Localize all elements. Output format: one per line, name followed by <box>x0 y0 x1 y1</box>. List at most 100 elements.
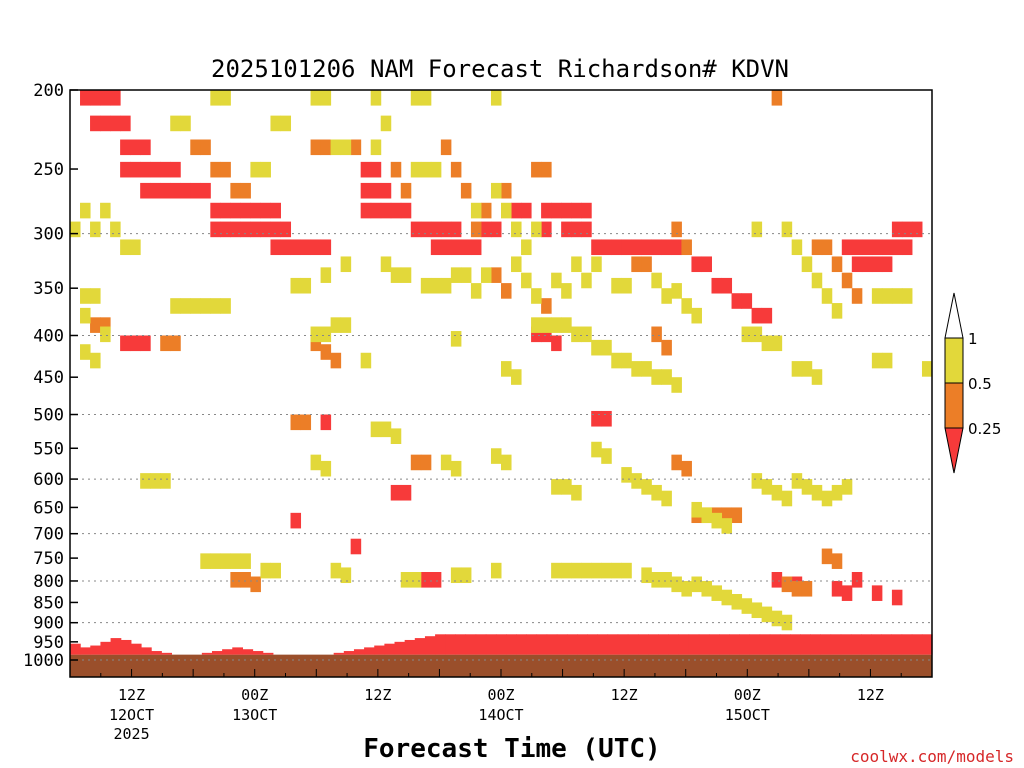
data-cell-series-0 <box>901 221 913 238</box>
data-cell-series-1 <box>190 139 201 156</box>
data-cell-series-2 <box>611 277 622 294</box>
data-cell-series-0 <box>390 484 402 501</box>
low-level-band-cell <box>607 634 619 655</box>
data-cell-series-0 <box>901 239 913 256</box>
data-cell-series-0 <box>911 221 923 238</box>
data-cell-series-0 <box>881 239 893 256</box>
data-cell-series-2 <box>671 283 682 299</box>
data-cell-series-2 <box>811 484 823 501</box>
data-cell-series-2 <box>611 562 622 579</box>
data-cell-series-2 <box>661 572 672 588</box>
data-cell-series-2 <box>210 90 221 106</box>
data-cell-series-2 <box>220 90 231 106</box>
data-cell-series-2 <box>220 553 231 569</box>
data-cell-series-2 <box>581 272 592 289</box>
data-cell-series-1 <box>100 317 111 333</box>
low-level-band-cell <box>506 634 517 655</box>
legend-bin-above-1 <box>944 292 964 339</box>
data-cell-series-2 <box>330 562 342 579</box>
data-cell-series-2 <box>561 317 572 333</box>
credit-link[interactable]: coolwx.com/models <box>850 747 1014 766</box>
data-cell-series-0 <box>380 202 392 219</box>
data-cell-series-2 <box>230 553 241 569</box>
data-cell-series-0 <box>110 115 121 132</box>
y-tick-label: 400 <box>33 326 64 346</box>
data-cell-series-0 <box>591 239 602 256</box>
data-cell-series-2 <box>310 90 322 106</box>
low-level-band-cell <box>353 649 365 655</box>
data-cell-series-2 <box>450 567 462 584</box>
data-cell-series-2 <box>430 277 442 294</box>
data-cell-series-2 <box>831 303 843 319</box>
data-cell-series-0 <box>280 239 292 256</box>
data-cell-series-0 <box>430 572 442 588</box>
data-cell-series-0 <box>771 572 783 588</box>
data-cell-series-0 <box>150 182 161 199</box>
data-cell-series-2 <box>671 576 682 593</box>
data-cell-series-2 <box>651 369 662 385</box>
data-cell-series-0 <box>260 221 271 238</box>
low-level-band-cell <box>658 634 669 655</box>
data-cell-series-2 <box>651 484 662 501</box>
data-cell-series-2 <box>420 90 432 106</box>
data-cell-series-2 <box>571 256 582 273</box>
data-cell-series-2 <box>571 484 582 501</box>
data-cell-series-2 <box>681 580 692 597</box>
data-cell-series-2 <box>831 484 843 501</box>
data-cell-series-0 <box>90 115 101 132</box>
data-cell-series-2 <box>601 339 612 356</box>
data-cell-series-2 <box>561 283 572 299</box>
data-cell-series-2 <box>761 479 773 495</box>
data-cell-series-0 <box>400 202 412 219</box>
low-level-band-cell <box>698 634 710 655</box>
data-cell-series-1 <box>90 317 101 333</box>
data-cell-series-0 <box>160 182 171 199</box>
data-cell-series-2 <box>380 256 392 273</box>
low-level-band-cell <box>151 651 162 655</box>
data-cell-series-2 <box>370 421 382 438</box>
data-cell-series-1 <box>290 414 302 431</box>
data-cell-series-0 <box>360 182 372 199</box>
data-cell-series-1 <box>831 256 843 273</box>
data-cell-series-2 <box>270 115 281 132</box>
data-cell-series-0 <box>290 512 302 529</box>
data-cell-series-2 <box>260 562 271 579</box>
data-cell-series-2 <box>380 115 392 132</box>
data-cell-series-0 <box>651 239 662 256</box>
data-cell-series-2 <box>450 460 462 477</box>
data-cell-series-2 <box>170 298 181 314</box>
data-cell-series-2 <box>300 277 312 294</box>
low-level-band-cell <box>617 634 629 655</box>
data-cell-series-2 <box>771 610 783 627</box>
data-cell-series-0 <box>420 572 432 588</box>
data-cell-series-2 <box>340 567 352 584</box>
data-cell-series-0 <box>90 90 101 106</box>
data-cell-series-1 <box>841 272 853 289</box>
data-cell-series-2 <box>100 326 111 343</box>
data-cell-series-0 <box>120 161 131 178</box>
data-cell-series-1 <box>490 267 502 283</box>
data-cell-series-1 <box>631 256 642 273</box>
low-level-band-cell <box>901 634 913 655</box>
data-cell-series-1 <box>681 239 692 256</box>
data-cell-series-0 <box>390 202 402 219</box>
data-cell-series-2 <box>881 352 893 369</box>
x-tick-label: 00Z <box>241 686 268 704</box>
x-tick-label: 00Z <box>487 686 514 704</box>
low-level-band-cell <box>637 634 649 655</box>
data-cell-series-0 <box>470 239 482 256</box>
data-cell-series-0 <box>110 90 121 106</box>
data-cell-series-2 <box>881 288 893 304</box>
data-cell-series-0 <box>200 182 211 199</box>
data-cell-series-2 <box>240 553 251 569</box>
data-cell-series-1 <box>671 221 682 238</box>
low-level-band-cell <box>810 634 822 655</box>
legend-label-1: 1 <box>968 330 978 348</box>
low-level-band-cell <box>779 634 791 655</box>
data-cell-series-0 <box>370 182 382 199</box>
data-cell-series-0 <box>711 277 723 294</box>
data-cell-series-0 <box>891 589 903 606</box>
data-cell-series-2 <box>400 572 412 588</box>
data-cell-series-2 <box>210 298 221 314</box>
